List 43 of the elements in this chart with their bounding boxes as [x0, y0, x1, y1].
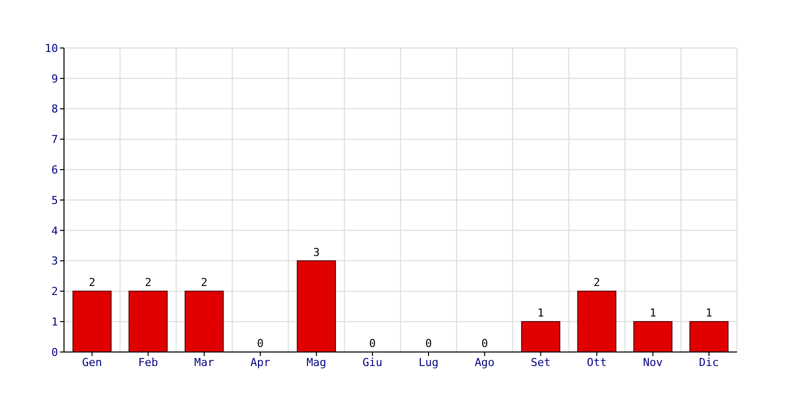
data-label: 0 — [481, 337, 488, 350]
x-tick-label: Mar — [194, 356, 215, 369]
x-tick-label: Lug — [418, 356, 438, 369]
bar — [577, 290, 616, 352]
bar — [689, 321, 729, 352]
x-tick-label: Mag — [306, 356, 326, 369]
y-tick-label: 7 — [51, 133, 58, 146]
x-tick-label: Ott — [586, 356, 607, 369]
y-tick-label: 5 — [51, 194, 58, 207]
data-label: 1 — [537, 306, 544, 320]
bar — [521, 321, 560, 352]
y-tick-label: 3 — [51, 254, 58, 268]
x-tick-label: Apr — [250, 356, 271, 369]
data-label: 0 — [256, 337, 264, 350]
y-tick-label: 0 — [51, 346, 58, 359]
x-tick-label: Gen — [82, 356, 102, 369]
y-tick-label: 4 — [51, 224, 58, 238]
data-label: 0 — [425, 337, 432, 350]
data-label: 2 — [593, 276, 600, 290]
x-tick-label: Nov — [642, 356, 664, 369]
y-tick-label: 9 — [51, 72, 58, 86]
data-label: 1 — [650, 306, 656, 320]
x-tick-label: Set — [530, 356, 551, 369]
data-label: 0 — [369, 337, 376, 350]
data-label: 3 — [313, 246, 320, 259]
x-tick-label: Giu — [362, 356, 382, 369]
x-tick-label: Feb — [138, 356, 158, 369]
y-tick-label: 8 — [51, 102, 58, 116]
y-tick-label: 2 — [51, 285, 58, 298]
bar — [184, 290, 224, 352]
x-tick-label: Dic — [699, 356, 719, 369]
data-label: 2 — [144, 276, 152, 290]
y-tick-label: 6 — [51, 163, 58, 176]
bar — [296, 260, 336, 352]
x-tick-label: Ago — [474, 356, 495, 369]
bar — [128, 290, 168, 352]
data-label: 2 — [200, 276, 208, 290]
y-tick-label: 10 — [44, 42, 58, 55]
bar — [72, 290, 112, 352]
data-label: 2 — [88, 276, 96, 290]
y-tick-label: 1 — [51, 315, 58, 328]
data-label: 1 — [706, 306, 712, 320]
bar — [633, 321, 672, 352]
